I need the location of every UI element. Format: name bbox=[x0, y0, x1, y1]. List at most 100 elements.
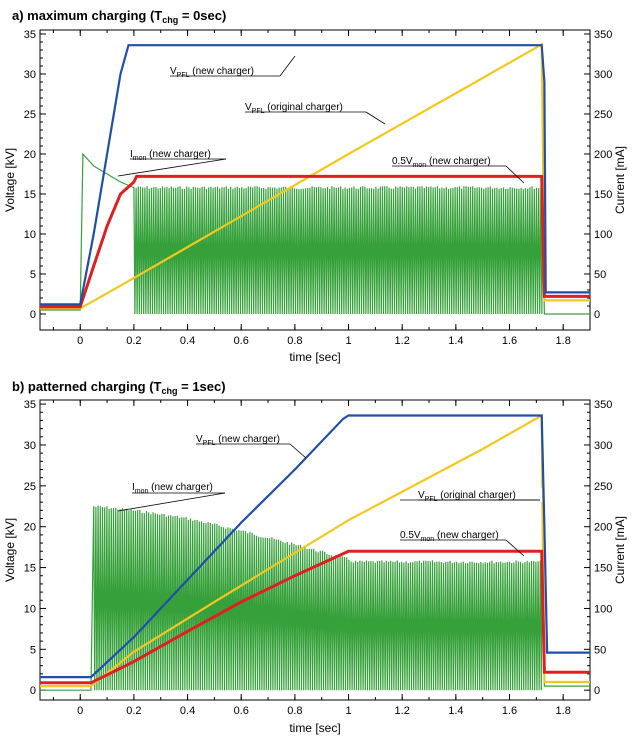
y2-tick-label: 250 bbox=[594, 109, 612, 121]
annotation: VPFL (new charger) bbox=[168, 55, 296, 79]
y2-tick-label: 300 bbox=[594, 69, 612, 81]
y-tick-label: 15 bbox=[24, 189, 36, 201]
x-axis-label: time [sec] bbox=[289, 350, 340, 364]
y2-tick-label: 150 bbox=[594, 563, 612, 575]
y-tick-label: 25 bbox=[24, 481, 36, 493]
y-tick-label: 30 bbox=[24, 440, 36, 452]
y-axis-label: Voltage [kV] bbox=[3, 148, 17, 212]
annotation-label: VPFL (original charger) bbox=[418, 490, 516, 503]
x-tick-label: 0.8 bbox=[287, 705, 302, 717]
chart-panel-b: b) patterned charging (Tchg = 1sec) 0 0.2 0… bbox=[3, 379, 627, 735]
y2-tick-label: 50 bbox=[594, 269, 606, 281]
x-tick-label: 0.2 bbox=[126, 705, 141, 717]
annotation-label: 0.5Vmon (new charger) bbox=[400, 530, 499, 543]
series-line-current bbox=[40, 152, 590, 315]
annotation: VPFL (original charger) bbox=[243, 100, 386, 125]
series-line-vpfl-new bbox=[40, 44, 590, 306]
series-line-vmon bbox=[40, 549, 590, 685]
plot-frame bbox=[39, 399, 591, 701]
annotation-bg bbox=[168, 64, 282, 78]
y2-tick-label: 100 bbox=[594, 603, 612, 615]
annotation-label: VPFL (original charger) bbox=[245, 102, 343, 115]
annotation: Imon (new charger) bbox=[117, 480, 227, 512]
y2-tick-label: 50 bbox=[594, 644, 606, 656]
annotation: Imon (new charger) bbox=[117, 147, 228, 177]
y-tick-label: 25 bbox=[24, 109, 36, 121]
x-tick-label: 0.6 bbox=[234, 335, 249, 347]
annotation-leader bbox=[505, 539, 525, 557]
annotation-leader bbox=[117, 492, 226, 512]
y-tick-label: 5 bbox=[30, 644, 36, 656]
x-tick-label: 1.8 bbox=[556, 335, 571, 347]
chart-title: b) patterned charging (Tchg = 1sec) bbox=[12, 379, 226, 396]
plot-area bbox=[40, 413, 590, 691]
annotation: VPFL (new charger) bbox=[194, 432, 307, 459]
plot-frame bbox=[39, 29, 591, 331]
annotation-label: Imon (new charger) bbox=[132, 482, 213, 495]
y-tick-label: 10 bbox=[24, 603, 36, 615]
y2-tick-label: 350 bbox=[594, 399, 612, 411]
chart-panel-a: a) maximum charging (Tchg = 0sec) 0 0.2 0.4… bbox=[3, 8, 627, 364]
annotation-leader bbox=[279, 55, 296, 77]
annotation-bg bbox=[398, 528, 508, 542]
series-line-vpfl-new bbox=[40, 414, 590, 679]
x-tick-label: 1.2 bbox=[395, 335, 410, 347]
y-tick-label: 35 bbox=[24, 399, 36, 411]
annotation-bg bbox=[416, 488, 542, 502]
x-tick-label: 1.6 bbox=[502, 705, 517, 717]
annotation-leader bbox=[117, 158, 227, 177]
y2-tick-label: 300 bbox=[594, 440, 612, 452]
x-tick-label: 0 bbox=[77, 705, 83, 717]
y2-tick-label: 0 bbox=[594, 685, 600, 697]
chart-title: a) maximum charging (Tchg = 0sec) bbox=[12, 8, 226, 25]
annotation-label: VPFL (new charger) bbox=[196, 434, 280, 447]
x-tick-label: 0.4 bbox=[180, 335, 195, 347]
annotation: 0.5Vmon (new charger) bbox=[390, 154, 525, 184]
annotation-leader bbox=[505, 165, 525, 184]
y-tick-label: 0 bbox=[30, 309, 36, 321]
annotation-label: VPFL (new charger) bbox=[170, 66, 254, 79]
y-tick-label: 0 bbox=[30, 685, 36, 697]
x-tick-label: 1.4 bbox=[448, 335, 463, 347]
y2-axis-label: Current [mA] bbox=[613, 516, 627, 584]
x-axis-label: time [sec] bbox=[289, 721, 340, 735]
annotation-bg bbox=[243, 100, 368, 114]
annotation-leader bbox=[289, 443, 307, 459]
annotation-bg bbox=[390, 154, 508, 168]
x-tick-label: 0.2 bbox=[126, 335, 141, 347]
annotation-leader bbox=[365, 111, 386, 125]
y2-tick-label: 0 bbox=[594, 309, 600, 321]
annotation-bg bbox=[128, 147, 228, 161]
x-tick-label: 1.2 bbox=[395, 705, 410, 717]
x-tick-label: 1.8 bbox=[556, 705, 571, 717]
series-line-vmon bbox=[40, 174, 590, 309]
annotation: 0.5Vmon (new charger) bbox=[398, 528, 525, 557]
annotation-bg bbox=[194, 432, 292, 446]
x-tick-label: 1 bbox=[345, 335, 351, 347]
x-tick-label: 0.6 bbox=[234, 705, 249, 717]
plot-area bbox=[40, 42, 590, 315]
y2-axis-label: Current [mA] bbox=[613, 146, 627, 214]
y-tick-label: 20 bbox=[24, 149, 36, 161]
annotation-label: Imon (new charger) bbox=[130, 149, 211, 162]
y2-tick-label: 100 bbox=[594, 229, 612, 241]
y2-tick-label: 350 bbox=[594, 29, 612, 41]
y-tick-label: 10 bbox=[24, 229, 36, 241]
y-tick-label: 15 bbox=[24, 563, 36, 575]
x-tick-label: 1.6 bbox=[502, 335, 517, 347]
y-tick-label: 30 bbox=[24, 69, 36, 81]
y2-tick-label: 250 bbox=[594, 481, 612, 493]
x-tick-label: 1 bbox=[345, 705, 351, 717]
x-tick-label: 0 bbox=[77, 335, 83, 347]
y2-tick-label: 200 bbox=[594, 522, 612, 534]
series-line-current bbox=[40, 505, 590, 691]
y2-tick-label: 200 bbox=[594, 149, 612, 161]
annotation-label: 0.5Vmon (new charger) bbox=[392, 156, 491, 169]
annotation: VPFL (original charger) bbox=[400, 488, 542, 503]
y-tick-label: 5 bbox=[30, 269, 36, 281]
x-tick-label: 1.4 bbox=[448, 705, 463, 717]
x-tick-label: 0.4 bbox=[180, 705, 195, 717]
y-tick-label: 20 bbox=[24, 522, 36, 534]
y-tick-label: 35 bbox=[24, 29, 36, 41]
